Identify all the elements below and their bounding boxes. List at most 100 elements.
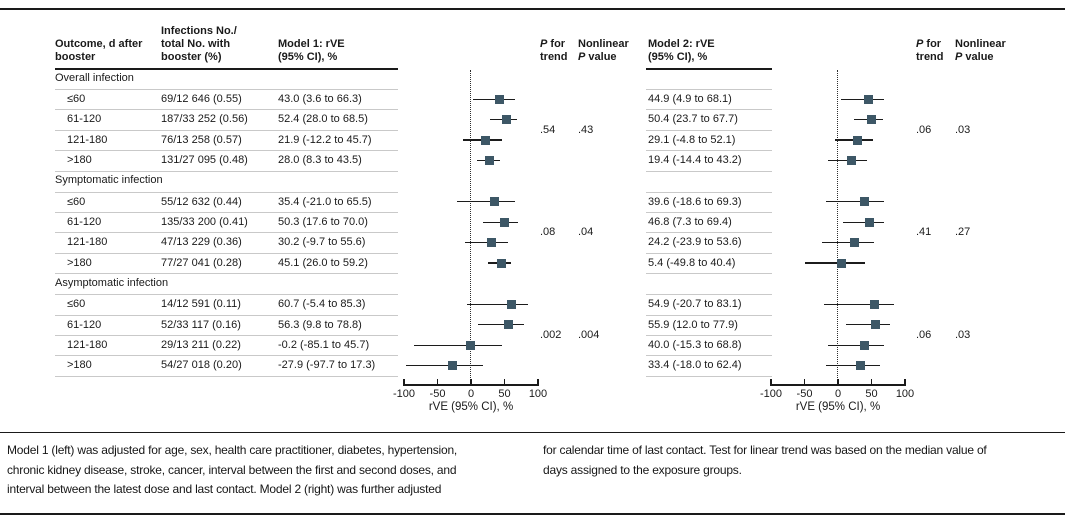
- zero-reference-line: [470, 70, 472, 384]
- cell-model2-rve: 54.9 (-20.7 to 83.1): [648, 298, 742, 311]
- forest-marker: [867, 115, 877, 125]
- forest-marker: [500, 217, 510, 227]
- row-divider: [646, 232, 772, 234]
- ci-line: [456, 201, 515, 203]
- x-axis-tick: [436, 378, 439, 384]
- nonlinear-p-model2-value: .03: [955, 329, 971, 341]
- cell-model1-rve: 21.9 (-12.2 to 45.7): [278, 133, 372, 146]
- x-axis-tick-label: -100: [392, 387, 416, 400]
- x-axis-line: [770, 384, 906, 386]
- cell-outcome: 61-120: [67, 113, 102, 126]
- forest-marker: [486, 238, 496, 248]
- cell-outcome: >180: [67, 256, 92, 269]
- cell-model1-rve: 56.3 (9.8 to 78.8): [278, 318, 362, 331]
- forest-marker: [447, 361, 457, 371]
- row-divider: [55, 170, 398, 172]
- x-axis-tick: [537, 378, 539, 384]
- cell-infections: 69/12 646 (0.55): [161, 93, 242, 105]
- header-text: Nonlinear: [955, 38, 1006, 50]
- column-header-model2-rve: Model 2: rVE (95% CI), %: [648, 38, 715, 63]
- nonlinear-p-model1-value: .004: [578, 329, 600, 341]
- x-axis-tick: [403, 378, 405, 384]
- p-for-trend-model2-value: .06: [916, 123, 932, 136]
- ci-line: [804, 262, 865, 264]
- x-axis-title: rVE (95% CI), %: [428, 401, 514, 413]
- cell-model1-rve: -27.9 (-97.7 to 17.3): [278, 359, 376, 372]
- forest-marker: [871, 320, 880, 330]
- forest-marker: [846, 155, 856, 165]
- p-for-trend-model2-value: .06: [916, 329, 932, 341]
- p-symbol: P: [578, 51, 586, 63]
- p-for-trend-model1-value: .54: [540, 123, 556, 136]
- forest-marker: [853, 135, 862, 145]
- forest-marker: [855, 361, 865, 371]
- cell-model2-rve: 29.1 (-4.8 to 52.1): [648, 133, 736, 146]
- section-label: Asymptomatic infection: [55, 276, 169, 289]
- cell-model2-rve: 24.2 (-23.9 to 53.6): [648, 236, 742, 249]
- cell-outcome: 121-180: [67, 236, 108, 249]
- forest-marker: [837, 258, 847, 268]
- x-axis-tick: [503, 378, 506, 384]
- row-divider: [55, 355, 398, 357]
- ci-line: [824, 303, 894, 306]
- x-axis-title: rVE (95% CI), %: [795, 401, 881, 413]
- row-divider: [55, 212, 398, 213]
- column-header-outcome: Outcome, d after booster: [55, 38, 143, 63]
- row-divider: [55, 314, 398, 316]
- row-divider: [646, 355, 772, 357]
- x-axis-tick-label: -50: [796, 387, 813, 400]
- row-divider: [55, 232, 398, 234]
- row-divider: [55, 89, 398, 90]
- cell-outcome: 121-180: [67, 133, 108, 146]
- bottom-rule: [0, 513, 1065, 515]
- p-symbol: P: [916, 38, 924, 50]
- header-text: for: [547, 38, 566, 50]
- cell-model2-rve: 44.9 (4.9 to 68.1): [648, 93, 732, 105]
- header-text: value: [962, 51, 994, 63]
- row-divider: [55, 252, 398, 254]
- cell-infections: 76/13 258 (0.57): [161, 133, 242, 146]
- ci-line: [842, 221, 885, 223]
- x-axis-tick-label: 50: [865, 387, 878, 400]
- forest-marker: [849, 238, 859, 248]
- cell-model2-rve: 39.6 (-18.6 to 69.3): [648, 195, 742, 208]
- cell-outcome: >180: [67, 359, 92, 372]
- x-axis-tick: [837, 378, 839, 384]
- x-axis-tick-label: -50: [429, 387, 446, 400]
- ci-line: [825, 201, 885, 203]
- cell-model1-rve: 43.0 (3.6 to 66.3): [278, 93, 362, 105]
- row-divider: [55, 375, 398, 377]
- header-rule-model2: [646, 68, 772, 70]
- row-divider: [646, 150, 772, 152]
- x-axis-tick: [470, 378, 472, 384]
- ci-line: [473, 98, 516, 100]
- row-divider: [646, 170, 772, 172]
- x-axis-tick: [770, 378, 772, 384]
- cell-infections: 55/12 632 (0.44): [161, 195, 242, 208]
- cell-model1-rve: 52.4 (28.0 to 68.5): [278, 113, 368, 126]
- row-divider: [55, 273, 398, 275]
- cell-infections: 187/33 252 (0.56): [161, 113, 248, 126]
- ci-line: [822, 241, 874, 244]
- column-header-p-trend-model2: P for trend: [916, 38, 944, 64]
- footnote-left: Model 1 (left) was adjusted for age, sex…: [7, 443, 458, 496]
- cell-model1-rve: 30.2 (-9.7 to 55.6): [278, 236, 366, 249]
- cell-model1-rve: 28.0 (8.3 to 43.5): [278, 154, 362, 167]
- x-axis-tick-label: -100: [759, 387, 783, 400]
- cell-outcome: 61-120: [67, 318, 102, 331]
- forest-marker: [870, 299, 880, 309]
- forest-marker: [863, 94, 873, 104]
- nonlinear-p-model1-value: .04: [578, 226, 594, 239]
- row-divider: [646, 335, 772, 336]
- cell-model2-rve: 5.4 (-49.8 to 40.4): [648, 256, 736, 269]
- ci-line: [477, 324, 524, 326]
- cell-infections: 52/33 117 (0.16): [161, 318, 241, 331]
- ci-line: [841, 98, 884, 100]
- x-axis-tick-label: 0: [834, 387, 842, 400]
- p-for-trend-model2-value: .41: [916, 226, 932, 239]
- cell-outcome: >180: [67, 154, 92, 167]
- x-axis-tick: [803, 378, 806, 384]
- section-label: Symptomatic infection: [55, 174, 163, 187]
- forest-marker: [466, 340, 476, 350]
